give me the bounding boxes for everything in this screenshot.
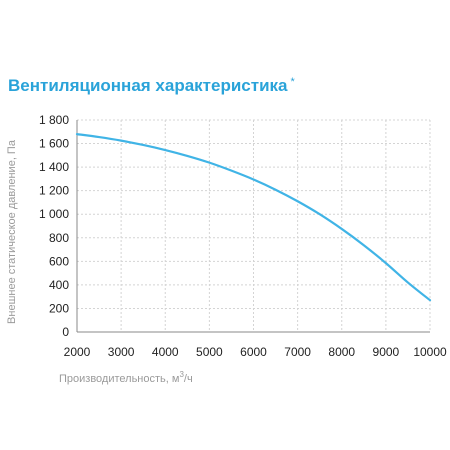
y-tick-labels: 0 200 400 600 800 1 000 1 200 1 400 1 600 1 800 xyxy=(39,113,69,339)
series-layer xyxy=(75,133,432,302)
grid-layer xyxy=(77,119,431,332)
x-axis-label: Производительность, м3/ч xyxy=(59,370,193,385)
axis-layer xyxy=(76,120,430,333)
y-tick-label: 0 xyxy=(62,325,69,339)
y-tick-label: 1 600 xyxy=(39,137,69,151)
y-tick-label: 600 xyxy=(49,254,69,268)
x-tick-label: 10000 xyxy=(413,345,447,359)
x-tick-label: 4000 xyxy=(152,345,179,359)
x-axis-label-text: Производительность, м xyxy=(59,373,179,385)
x-tick-label: 5000 xyxy=(196,345,223,359)
series-line xyxy=(75,133,432,302)
y-tick-label: 200 xyxy=(49,301,69,315)
y-tick-label: 1 000 xyxy=(39,207,69,221)
x-tick-label: 8000 xyxy=(328,345,355,359)
y-tick-label: 400 xyxy=(49,278,69,292)
y-tick-label: 1 800 xyxy=(39,113,69,127)
x-axis-label-suffix: /ч xyxy=(184,373,193,385)
chart-title: Вентиляционная характеристика * xyxy=(8,76,295,96)
x-tick-label: 9000 xyxy=(373,345,400,359)
chart-title-text: Вентиляционная характеристика xyxy=(8,76,288,95)
y-tick-label: 1 200 xyxy=(39,184,69,198)
x-tick-label: 6000 xyxy=(240,345,267,359)
x-tick-label: 2000 xyxy=(64,345,91,359)
x-tick-label: 3000 xyxy=(108,345,135,359)
chart-title-mark: * xyxy=(290,76,295,88)
x-axis-label-sup: 3 xyxy=(179,370,184,379)
y-tick-label: 1 400 xyxy=(39,160,69,174)
x-tick-labels: 2000 3000 4000 5000 6000 7000 8000 9000 10000 xyxy=(64,345,447,359)
y-tick-label: 800 xyxy=(49,231,69,245)
x-tick-label: 7000 xyxy=(284,345,311,359)
y-axis-label: Внешнее статическое давление, Па xyxy=(6,139,18,324)
